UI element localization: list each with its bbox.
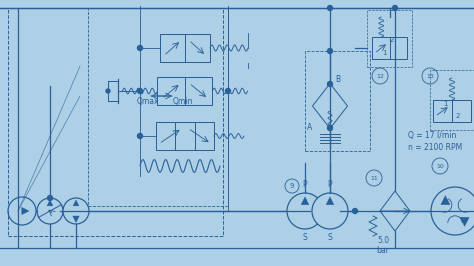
Circle shape bbox=[328, 126, 332, 131]
Bar bbox=[430, 70, 474, 130]
Circle shape bbox=[106, 89, 110, 93]
Circle shape bbox=[285, 179, 299, 193]
Circle shape bbox=[63, 198, 89, 224]
Text: bar: bar bbox=[376, 246, 390, 255]
Text: P: P bbox=[328, 180, 332, 189]
Text: Qmin: Qmin bbox=[173, 97, 193, 106]
Text: 5.0: 5.0 bbox=[377, 236, 389, 245]
Bar bbox=[195, 122, 214, 150]
Polygon shape bbox=[460, 217, 469, 226]
Text: 11: 11 bbox=[370, 176, 378, 181]
Text: 1: 1 bbox=[383, 49, 387, 56]
Circle shape bbox=[8, 197, 36, 225]
Circle shape bbox=[372, 68, 388, 84]
Text: 1: 1 bbox=[443, 101, 447, 106]
Bar bbox=[305, 51, 370, 151]
Text: Q = 17 l/min: Q = 17 l/min bbox=[408, 131, 456, 140]
Polygon shape bbox=[73, 200, 79, 206]
Circle shape bbox=[137, 45, 143, 51]
Text: S: S bbox=[302, 233, 307, 242]
Circle shape bbox=[328, 48, 332, 53]
Circle shape bbox=[137, 89, 143, 94]
Text: 12: 12 bbox=[376, 73, 384, 78]
Text: A: A bbox=[307, 123, 312, 132]
Bar bbox=[452, 100, 471, 122]
Circle shape bbox=[432, 158, 448, 174]
Text: Qmax: Qmax bbox=[137, 97, 159, 106]
Circle shape bbox=[287, 193, 323, 229]
Bar bbox=[175, 122, 195, 150]
Circle shape bbox=[366, 170, 382, 186]
Bar bbox=[185, 77, 212, 105]
Text: 9: 9 bbox=[290, 183, 294, 189]
Circle shape bbox=[422, 68, 438, 84]
Polygon shape bbox=[380, 191, 410, 231]
Text: 2: 2 bbox=[456, 113, 460, 119]
Circle shape bbox=[137, 134, 143, 139]
Bar bbox=[433, 100, 452, 122]
Polygon shape bbox=[22, 207, 29, 215]
Polygon shape bbox=[441, 196, 450, 205]
Circle shape bbox=[226, 89, 230, 94]
Bar bbox=[373, 37, 390, 59]
Text: n = 2100 RPM: n = 2100 RPM bbox=[408, 143, 462, 152]
Bar bbox=[367, 10, 412, 67]
Text: 13: 13 bbox=[426, 73, 434, 78]
Bar bbox=[88, 8, 228, 206]
Polygon shape bbox=[326, 197, 334, 205]
Bar bbox=[390, 37, 408, 59]
Text: P: P bbox=[303, 180, 307, 189]
Circle shape bbox=[312, 193, 348, 229]
Polygon shape bbox=[47, 200, 53, 206]
Circle shape bbox=[37, 198, 63, 224]
Polygon shape bbox=[301, 197, 309, 205]
Bar bbox=[8, 8, 223, 236]
Text: B: B bbox=[335, 76, 340, 85]
Circle shape bbox=[353, 209, 357, 214]
Bar bbox=[160, 34, 185, 62]
Bar bbox=[157, 77, 185, 105]
Bar bbox=[185, 34, 210, 62]
Text: 2: 2 bbox=[390, 38, 394, 44]
Text: 10: 10 bbox=[436, 164, 444, 168]
Text: S: S bbox=[328, 233, 332, 242]
Circle shape bbox=[328, 81, 332, 86]
Circle shape bbox=[328, 6, 332, 10]
Circle shape bbox=[431, 187, 474, 235]
Polygon shape bbox=[73, 216, 79, 222]
Bar bbox=[156, 122, 175, 150]
Polygon shape bbox=[312, 84, 347, 128]
Circle shape bbox=[392, 6, 398, 10]
Circle shape bbox=[47, 196, 53, 201]
